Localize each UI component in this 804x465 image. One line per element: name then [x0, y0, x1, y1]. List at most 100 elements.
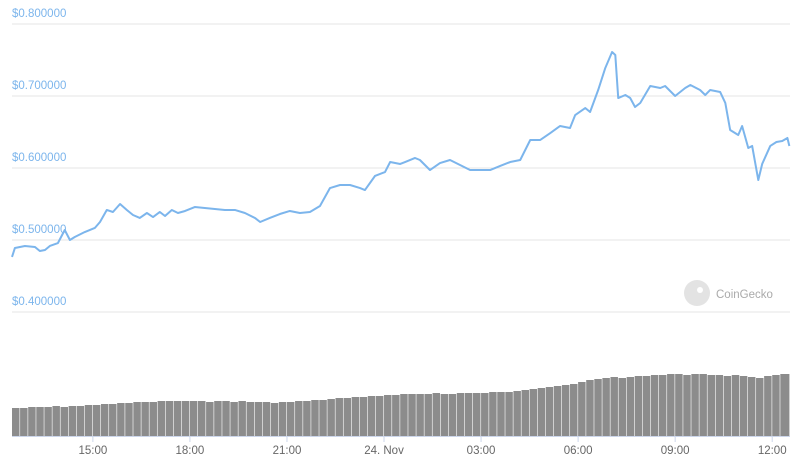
volume-bar: [173, 401, 182, 436]
volume-bar: [731, 375, 740, 436]
x-tick-label: 06:00: [564, 445, 593, 457]
volume-bar: [650, 375, 659, 436]
volume-bar: [254, 402, 263, 436]
volume-bar: [117, 403, 125, 436]
volume-bar: [206, 402, 214, 436]
volume-bar: [408, 394, 416, 436]
price-line: [11, 51, 791, 258]
volume-bar: [772, 375, 780, 436]
volume-bar: [100, 404, 109, 436]
volume-bar: [20, 408, 28, 436]
volume-bar: [561, 385, 570, 436]
volume-bar: [756, 378, 764, 436]
volume-bar: [359, 397, 368, 436]
volume-bar: [28, 407, 36, 436]
volume-bar: [141, 402, 149, 436]
volume-bar: [432, 393, 441, 436]
volume-bar: [723, 376, 732, 436]
watermark: CoinGecko: [684, 280, 773, 306]
volume-bar: [109, 404, 117, 436]
volume-bar: [165, 401, 174, 436]
x-tick-label: 24. Nov: [364, 445, 404, 457]
volume-bar: [375, 396, 384, 436]
volume-bar: [448, 394, 457, 436]
x-tick-label: 03:00: [467, 445, 496, 457]
volume-bar: [618, 378, 627, 436]
volume-bar: [367, 396, 376, 436]
volume-bar: [602, 378, 610, 436]
x-tick-label: 12:00: [758, 445, 787, 457]
volume-bar: [691, 374, 699, 436]
volume-bar: [246, 402, 255, 436]
volume-bar: [626, 377, 635, 436]
volume-bar: [286, 402, 295, 436]
watermark-logo: [684, 280, 710, 306]
volume-bar: [489, 392, 497, 436]
volume-bar: [707, 375, 715, 436]
volume-bar: [92, 405, 101, 436]
volume-bar: [456, 393, 465, 436]
volume-bar: [189, 401, 198, 436]
volume-bar: [149, 402, 157, 436]
volume-bar: [230, 402, 238, 436]
x-tick-label: 18:00: [176, 445, 205, 457]
watermark-text: CoinGecko: [716, 289, 773, 301]
volume-bar: [497, 392, 505, 436]
volume-bar: [594, 379, 602, 436]
volume-bar: [295, 401, 303, 436]
volume-bar: [464, 393, 473, 436]
volume-bar: [60, 407, 69, 436]
y-tick-label: $0.400000: [12, 296, 66, 308]
volume-bar: [642, 376, 651, 436]
volume-bar: [84, 405, 93, 436]
volume-bar: [278, 402, 287, 436]
volume-bar: [521, 390, 529, 436]
volume-bar: [392, 395, 400, 436]
volume-bar: [537, 388, 546, 436]
volume-bar: [44, 407, 52, 436]
volume-bar: [68, 406, 77, 436]
volume-bar: [133, 402, 141, 436]
y-tick-label: $0.500000: [12, 224, 66, 236]
volume-bar: [198, 401, 206, 436]
volume-bar: [238, 401, 246, 436]
volume-bar: [545, 387, 554, 436]
volume-bar: [570, 384, 578, 436]
volume-bar: [335, 398, 343, 436]
volume-bar: [222, 401, 230, 436]
x-tick-label: 21:00: [273, 445, 302, 457]
volume-bar: [472, 393, 481, 436]
volume-bar: [157, 401, 166, 436]
volume-bar: [513, 391, 521, 436]
volume-bar: [36, 407, 44, 436]
volume-bar: [384, 395, 392, 436]
volume-bar: [400, 394, 408, 436]
x-tick-label: 09:00: [661, 445, 690, 457]
volume-bar: [319, 400, 327, 436]
volume-bar: [667, 374, 675, 436]
volume-bar: [52, 406, 60, 436]
volume-bar: [780, 374, 790, 436]
volume-bar: [578, 382, 586, 436]
volume-bar: [181, 401, 190, 436]
volume-bar: [327, 399, 335, 436]
volume-bar: [416, 394, 424, 436]
watermark-logo-eye: [697, 287, 703, 293]
volume-bar: [311, 400, 319, 436]
y-tick-label: $0.700000: [12, 80, 66, 92]
volume-bar: [715, 375, 724, 436]
volume-bar: [12, 408, 20, 436]
volume-bar: [739, 376, 748, 436]
volume-bar: [529, 389, 538, 436]
y-tick-label: $0.600000: [12, 152, 66, 164]
volume-bar: [658, 375, 667, 436]
volume-bar: [270, 403, 279, 436]
volume-bar: [424, 394, 432, 436]
x-tick-label: 15:00: [78, 445, 107, 457]
volume-bar: [262, 402, 271, 436]
volume-bar: [699, 374, 707, 436]
y-tick-label: $0.800000: [12, 8, 66, 20]
volume-bar: [553, 386, 562, 436]
volume-bar: [634, 376, 643, 436]
volume-bar: [440, 394, 449, 436]
